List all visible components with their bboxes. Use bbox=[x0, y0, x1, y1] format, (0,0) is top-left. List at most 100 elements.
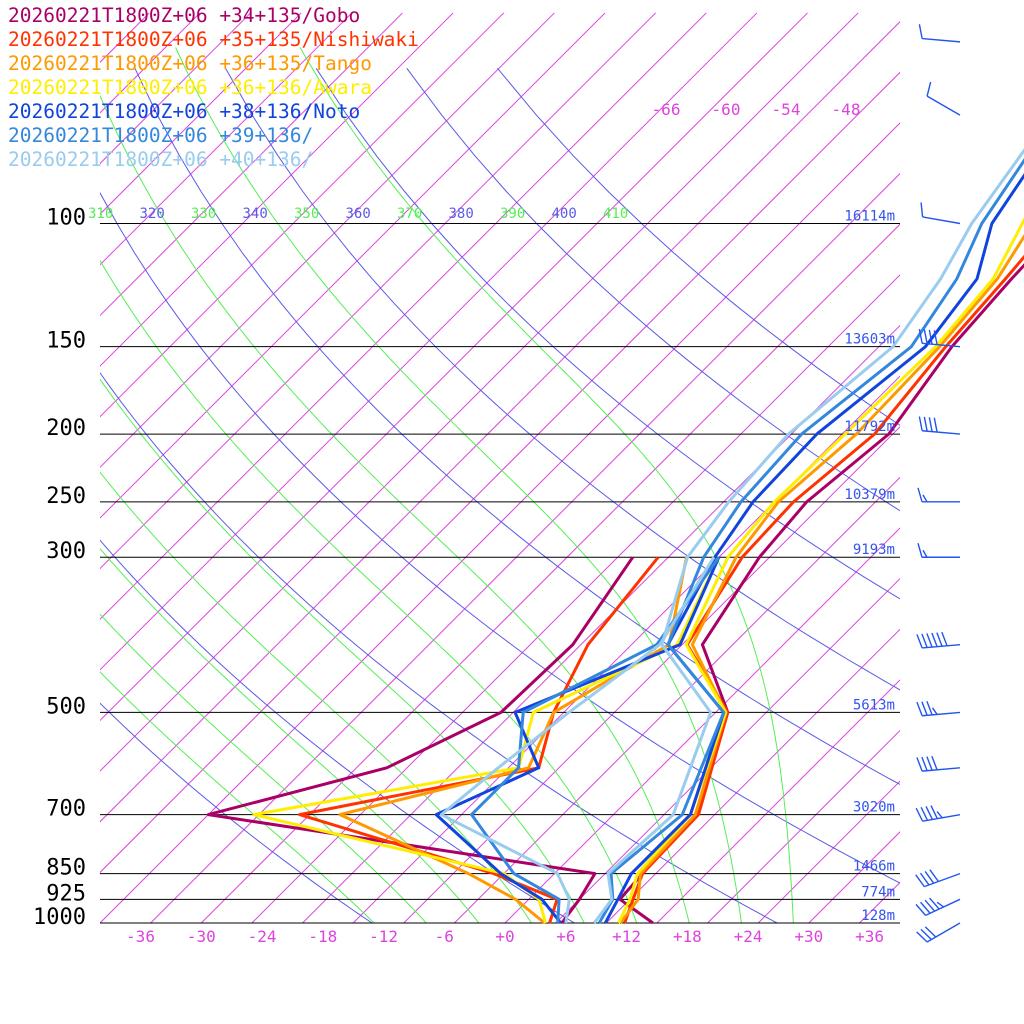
temperature-tick-label: +18 bbox=[673, 927, 702, 946]
legend: 20260221T1800Z+06 +34+135/Gobo 20260221T1… bbox=[8, 4, 419, 172]
isotherm-line bbox=[605, 628, 900, 923]
wind-barb bbox=[915, 897, 961, 917]
isotherm-line bbox=[200, 223, 900, 923]
isotherm-line bbox=[100, 12, 808, 722]
isotherm-line bbox=[100, 12, 707, 620]
wind-barb bbox=[915, 805, 961, 822]
height-label: 3020m bbox=[853, 800, 895, 816]
adiabat-label: 360 bbox=[346, 206, 371, 222]
isotherm-line bbox=[100, 12, 403, 317]
isotherm-line bbox=[910, 13, 1024, 923]
temperature-line bbox=[619, 233, 1024, 924]
height-label: 10379m bbox=[844, 487, 895, 503]
wind-barb bbox=[916, 631, 961, 649]
wind-barb bbox=[926, 81, 961, 116]
dry-adiabat-line bbox=[100, 539, 576, 923]
isotherm-line bbox=[859, 881, 900, 923]
isotherm-label: -60 bbox=[712, 100, 741, 119]
dewpoint-line bbox=[434, 556, 721, 924]
dry-adiabat-line bbox=[315, 68, 900, 600]
temperature-line bbox=[597, 158, 1024, 924]
adiabat-label: 390 bbox=[500, 206, 525, 222]
legend-entry: 20260221T1800Z+06 +40+136/ bbox=[8, 148, 314, 171]
dry-adiabat-line bbox=[134, 68, 900, 786]
dewpoint-line bbox=[470, 556, 721, 924]
pressure-label: 1000 bbox=[33, 905, 86, 930]
isotherm-line bbox=[251, 274, 900, 923]
dry-adiabat-line bbox=[225, 68, 900, 691]
temperature-tick-label: -12 bbox=[369, 927, 398, 946]
height-label: 128m bbox=[861, 908, 895, 924]
wind-barb bbox=[918, 328, 961, 348]
temperature-tick-label: +24 bbox=[734, 927, 763, 946]
height-label: 13603m bbox=[844, 332, 895, 348]
isotherm-line bbox=[100, 12, 353, 266]
moist-adiabat-line bbox=[100, 671, 375, 923]
temperature-tick-label: -30 bbox=[187, 927, 216, 946]
isotherm-line bbox=[656, 679, 900, 923]
legend-entry: 20260221T1800Z+06 +36+135/Tango bbox=[8, 52, 372, 75]
wind-barb bbox=[918, 416, 961, 435]
legend-entry: 20260221T1800Z+06 +39+136/ bbox=[8, 124, 314, 147]
isotherm-line bbox=[100, 12, 505, 418]
temperature-line bbox=[603, 173, 1024, 924]
isotherm-label: -54 bbox=[772, 100, 801, 119]
isotherm-line bbox=[757, 780, 900, 923]
adiabat-label: 380 bbox=[449, 206, 474, 222]
wind-barb bbox=[915, 869, 961, 888]
legend-entry: 20260221T1800Z+06 +38+136/Noto bbox=[8, 100, 361, 123]
pressure-label: 300 bbox=[46, 539, 86, 564]
legend-entry: 20260221T1800Z+06 +34+135/Gobo bbox=[8, 4, 361, 27]
dry-adiabat-line bbox=[100, 371, 779, 923]
dewpoint-line bbox=[206, 556, 635, 924]
pressure-label: 700 bbox=[46, 797, 86, 822]
temperature-tick-label: -24 bbox=[248, 927, 277, 946]
adiabat-label: 370 bbox=[397, 206, 422, 222]
adiabat-label: 320 bbox=[140, 206, 165, 222]
isotherm-line bbox=[100, 12, 606, 519]
dry-adiabat-grid bbox=[100, 67, 900, 923]
isotherm-line bbox=[100, 21, 900, 823]
isotherm-line bbox=[100, 12, 656, 570]
dewpoint-line bbox=[298, 556, 660, 924]
temperature-tick-label: +36 bbox=[855, 927, 884, 946]
temperature-tick-label: +6 bbox=[556, 927, 575, 946]
wind-barb bbox=[920, 202, 961, 225]
pressure-label: 925 bbox=[46, 881, 86, 906]
moist-adiabat-line bbox=[100, 547, 480, 923]
isotherm-label: -48 bbox=[832, 100, 861, 119]
pressure-label: 500 bbox=[46, 694, 86, 719]
legend-entry: 20260221T1800Z+06 +36+136/Awara bbox=[8, 76, 372, 99]
wind-barb bbox=[916, 701, 961, 717]
adiabat-label: 350 bbox=[294, 206, 319, 222]
temperature-tick-label: +12 bbox=[612, 927, 641, 946]
isotherm-label: -66 bbox=[652, 100, 681, 119]
temperature-line bbox=[592, 148, 1024, 924]
adiabat-label: 340 bbox=[243, 206, 268, 222]
legend-entry: 20260221T1800Z+06 +35+135/Nishiwaki bbox=[8, 28, 419, 51]
isotherm-line bbox=[100, 71, 900, 874]
pressure-label: 200 bbox=[46, 416, 86, 441]
pressure-label: 850 bbox=[46, 856, 86, 881]
isotherm-line bbox=[100, 12, 758, 671]
isotherm-line bbox=[150, 172, 900, 923]
axis-labels: 100 16114m 150 13603m 200 11792m 250 10379m 300 9… bbox=[33, 100, 895, 946]
isotherm-line bbox=[100, 12, 454, 367]
wind-barb bbox=[916, 755, 961, 772]
height-label: 11792m bbox=[844, 419, 895, 435]
sounding-profiles bbox=[206, 148, 1024, 925]
adiabat-label: 330 bbox=[191, 206, 216, 222]
wind-barb bbox=[918, 24, 961, 43]
wind-barb bbox=[917, 487, 960, 503]
pressure-label: 250 bbox=[46, 484, 86, 509]
temperature-tick-label: -6 bbox=[435, 927, 454, 946]
temperature-line bbox=[617, 217, 1024, 924]
moist-adiabat-line bbox=[100, 471, 533, 923]
moist-adiabat-grid bbox=[100, 47, 794, 923]
height-label: 5613m bbox=[853, 697, 895, 713]
dewpoint-line bbox=[439, 556, 716, 924]
isotherm-line bbox=[808, 831, 900, 923]
dry-adiabat-line bbox=[100, 191, 900, 884]
temperature-tick-label: +30 bbox=[794, 927, 823, 946]
